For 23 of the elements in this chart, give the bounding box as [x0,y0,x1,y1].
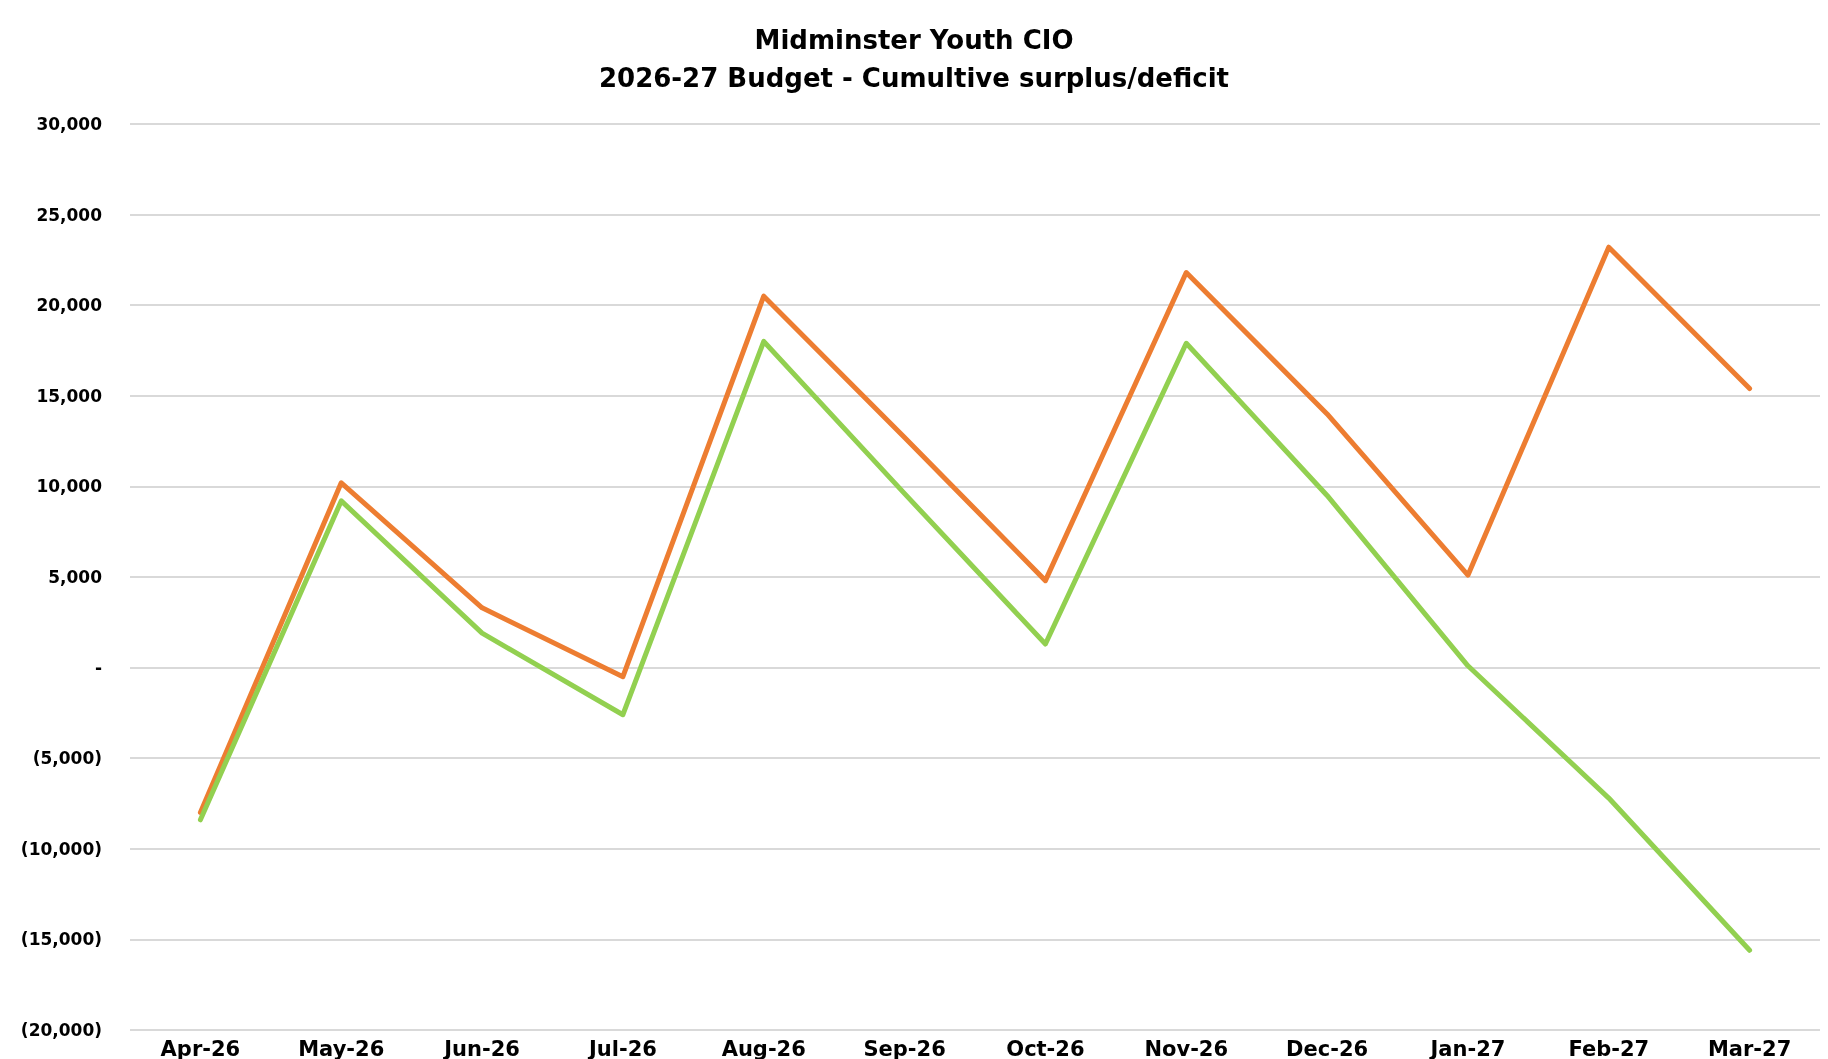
x-tick-label: Dec-26 [1286,1036,1369,1059]
y-tick-label: 30,000 [36,114,103,134]
y-tick-label: 20,000 [36,295,103,316]
y-tick-label: - [94,657,102,678]
x-tick-label: Jun-26 [442,1036,520,1059]
chart-subtitle: 2026-27 Budget - Cumultive surplus/deficit [598,63,1230,93]
y-tick-label: (10,000) [20,838,102,859]
x-tick-label: Oct-26 [1006,1036,1085,1059]
y-tick-label: 5,000 [48,567,103,587]
chart-title: Midminster Youth CIO [754,25,1074,55]
y-tick-label: (20,000) [20,1020,102,1040]
y-tick-label: 25,000 [36,204,103,225]
x-tick-label: Mar-27 [1707,1036,1792,1059]
y-tick-label: 10,000 [36,476,103,497]
y-tick-label: 15,000 [36,385,103,406]
y-tick-label: (5,000) [32,748,102,769]
x-tick-label: Apr-26 [160,1036,241,1059]
x-tick-label: Jul-26 [586,1036,657,1059]
x-tick-label: Jan-27 [1428,1036,1506,1059]
x-tick-label: Feb-27 [1568,1036,1650,1059]
x-tick-label: Nov-26 [1144,1036,1229,1059]
x-tick-label: Sep-26 [863,1036,946,1059]
y-tick-label: (15,000) [20,929,102,950]
